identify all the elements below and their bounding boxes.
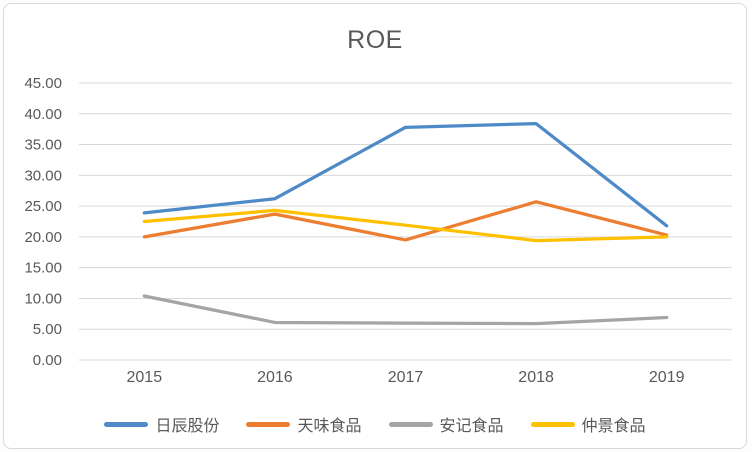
legend-swatch-icon	[246, 421, 291, 427]
legend-label: 日辰股份	[155, 418, 220, 435]
legend-label: 安记食品	[439, 418, 504, 435]
y-tick-label: 10.00	[24, 290, 62, 307]
series-line-2	[142, 294, 669, 326]
x-tick-label: 2019	[649, 369, 685, 386]
chart-title: ROE	[347, 26, 403, 54]
legend-swatch-icon	[104, 421, 149, 427]
legend-item-2: 安记食品	[388, 412, 504, 436]
series-line-1	[142, 200, 669, 242]
y-tick-label: 30.00	[24, 167, 62, 184]
y-tick-label: 20.00	[24, 229, 62, 246]
series-line-3	[142, 208, 669, 243]
y-tick-label: 35.00	[24, 137, 62, 154]
chart-card: ROE 0.00 5.00 10.00 15.00 20.00 25.00 30.00 35.…	[3, 3, 747, 449]
y-tick-label: 45.00	[24, 75, 62, 92]
x-tick-label: 2018	[518, 369, 554, 386]
x-tick-label: 2016	[257, 369, 293, 386]
roe-line-chart: 0.00 5.00 10.00 15.00 20.00 25.00 30.00 35.00 40…	[24, 75, 732, 386]
y-tick-label: 40.00	[24, 106, 62, 123]
y-tick-label: 0.00	[33, 352, 62, 369]
y-tick-label: 5.00	[33, 321, 62, 338]
legend-swatch-icon	[388, 421, 433, 427]
legend-item-0: 日辰股份	[104, 412, 219, 436]
y-tick-label: 25.00	[24, 198, 62, 215]
x-tick-label: 2015	[127, 369, 163, 386]
legend-item-1: 天味食品	[246, 412, 362, 436]
y-tick-label: 15.00	[24, 260, 62, 277]
legend-label: 天味食品	[297, 418, 362, 435]
legend-swatch-icon	[530, 421, 575, 427]
chart-legend: 日辰股份 天味食品 安记食品 仲景食品	[4, 412, 746, 436]
legend-item-3: 仲景食品	[530, 412, 646, 436]
legend-label: 仲景食品	[581, 418, 646, 435]
series-line-0	[142, 122, 669, 228]
x-tick-label: 2017	[388, 369, 424, 386]
